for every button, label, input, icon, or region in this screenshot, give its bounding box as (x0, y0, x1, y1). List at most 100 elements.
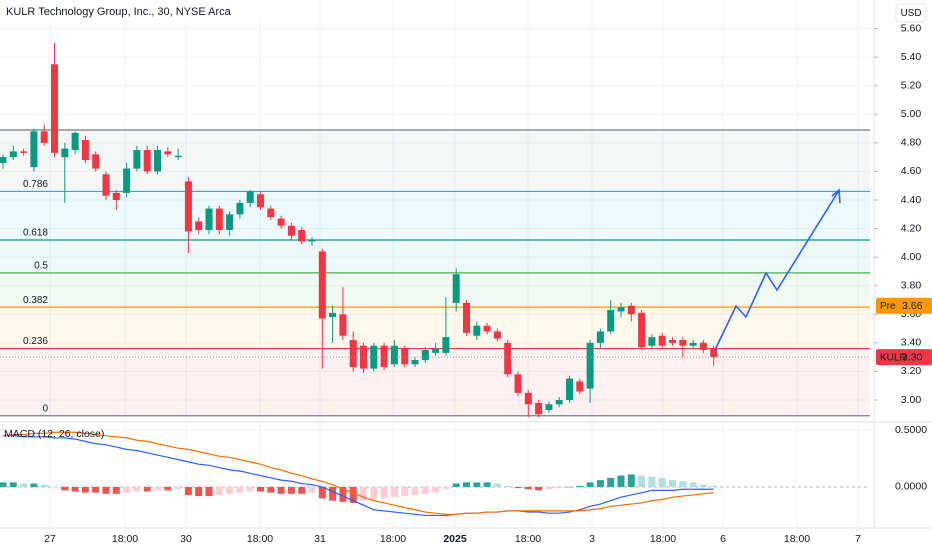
candle-body (679, 340, 687, 346)
x-tick-label: 2025 (443, 533, 467, 545)
histogram-bar (442, 486, 450, 490)
y-tick-label: 4.20 (901, 222, 922, 234)
y-tick-label: 5.20 (901, 79, 922, 91)
histogram-bar (586, 482, 594, 487)
y-tick-label: 3.40 (901, 337, 922, 349)
candle-body (463, 302, 470, 333)
projection-path (714, 191, 839, 351)
candle-body (308, 240, 316, 242)
histogram-bar (267, 486, 275, 493)
candle-body (566, 378, 573, 400)
price-tag-name: KULR (880, 352, 907, 363)
candle-body (380, 345, 388, 368)
histogram-bar (154, 486, 161, 491)
histogram-bar (51, 486, 58, 488)
histogram-bar (638, 475, 646, 487)
candle-body (699, 342, 707, 350)
histogram-bar (40, 484, 48, 487)
candle-body (174, 155, 182, 158)
x-tick-label: 18:00 (247, 533, 273, 545)
candle-body (669, 340, 676, 343)
histogram-bar (679, 481, 687, 487)
histogram-bar (493, 483, 501, 487)
candle-body (555, 400, 563, 405)
x-tick-label: 27 (44, 533, 56, 545)
histogram-bar (555, 486, 563, 489)
candle-body (61, 148, 69, 158)
candle-body (514, 374, 522, 393)
histogram-bar (236, 486, 244, 493)
y-tick-label: 3.80 (901, 279, 922, 291)
histogram-bar (71, 486, 79, 492)
histogram-bar (0, 482, 7, 487)
histogram-bar (81, 486, 89, 493)
histogram-bar (257, 486, 264, 492)
x-tick-label: 18:00 (650, 533, 676, 545)
candle-body (576, 381, 584, 392)
candle-body (524, 392, 532, 405)
candle-body (483, 325, 491, 332)
histogram-bar (401, 486, 409, 497)
histogram-bar (535, 486, 543, 491)
fib-band (0, 307, 870, 349)
candle-body (205, 208, 213, 230)
price-tag-name: Pre (880, 301, 896, 312)
histogram-bar (514, 486, 522, 489)
histogram-bar (349, 486, 357, 503)
macd-tick-label: 0.0000 (895, 481, 927, 493)
x-tick-label: 18:00 (112, 533, 138, 545)
candle-body (596, 331, 604, 343)
histogram-bar (184, 486, 192, 495)
candle-body (432, 348, 440, 353)
fib-label: 0.236 (23, 336, 48, 347)
projection-arrowhead (831, 188, 841, 204)
candle-body (277, 218, 285, 226)
histogram-bar (658, 477, 666, 487)
candle-body (143, 150, 151, 172)
histogram-bar (30, 483, 38, 487)
histogram-bar (339, 486, 347, 502)
fib-band (0, 130, 870, 192)
y-tick-label: 4.80 (901, 137, 922, 149)
candle-body (504, 342, 512, 375)
candle-body (30, 131, 38, 168)
candle-body (689, 342, 697, 346)
currency-box[interactable] (895, 3, 927, 23)
y-tick-label: 4.60 (901, 165, 922, 177)
candle-body (349, 340, 357, 368)
candle-body (545, 404, 553, 410)
x-tick-label: 7 (855, 533, 861, 545)
histogram-bar (205, 486, 213, 497)
candle-body (318, 251, 326, 319)
fib-band (0, 191, 870, 240)
histogram-bar (360, 486, 367, 501)
histogram-bar (215, 486, 223, 495)
y-tick-label: 5.00 (901, 108, 922, 120)
x-tick-label: 18:00 (380, 533, 406, 545)
candle-body (617, 307, 625, 312)
histogram-bar (648, 476, 656, 487)
candle-body (123, 168, 131, 193)
histogram-bar (20, 483, 28, 487)
candle-body (627, 305, 635, 315)
histogram-bar (566, 486, 573, 488)
y-tick-label: 3.20 (901, 365, 922, 377)
candle-body (164, 151, 172, 155)
macd-line (2, 431, 714, 515)
candle-body (215, 208, 223, 230)
x-tick-label: 30 (180, 533, 192, 545)
histogram-bar (143, 486, 151, 492)
x-tick-label: 6 (720, 533, 726, 545)
candle-body (81, 140, 89, 160)
y-tick-label: 3.00 (901, 394, 922, 406)
histogram-bar (617, 475, 625, 487)
currency[interactable]: USD (900, 8, 921, 19)
histogram-bar (473, 482, 481, 487)
background (0, 0, 870, 528)
fib-band (0, 240, 870, 273)
fib-band (0, 272, 870, 308)
candle-body (710, 348, 718, 358)
histogram-bar (329, 486, 337, 501)
histogram-bar (504, 485, 512, 487)
